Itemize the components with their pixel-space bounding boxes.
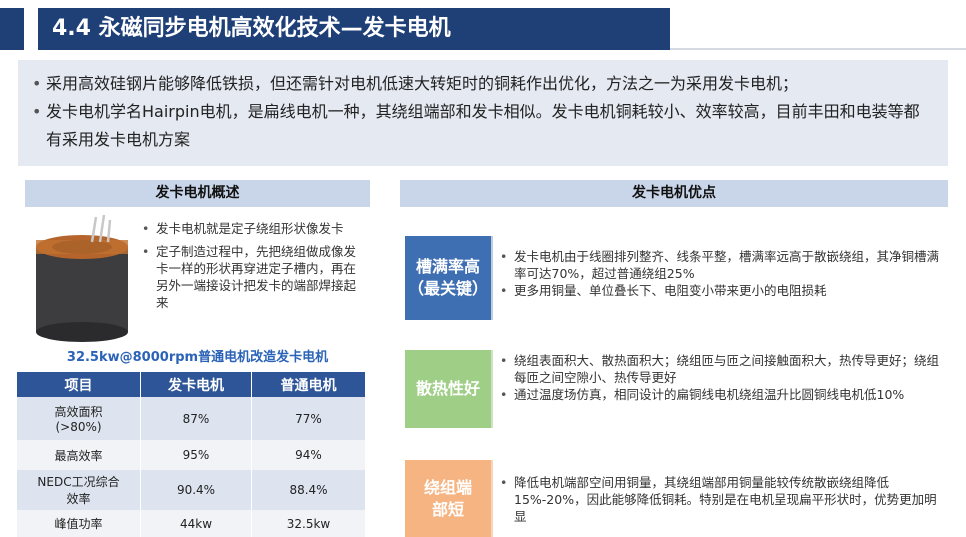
advantage-label: 绕组端 部短 [405, 460, 491, 537]
table-row: 高效面积 (>80%) 87% 77% [17, 397, 365, 440]
advantage-point: 降低电机端部空间用铜量，其绕组端部用铜量能较传统散嵌绕组降低15%-20%，因此… [500, 474, 940, 525]
column-header: 项目 [64, 377, 93, 394]
divider [491, 236, 493, 320]
table-row: 峰值功率 44kw 32.5kw [17, 510, 365, 537]
table-caption: 32.5kw@8000rpm普通电机改造发卡电机 [66, 350, 329, 365]
column-header: 普通电机 [251, 372, 365, 397]
overview-heading: 发卡电机概述 [25, 180, 370, 207]
table-cell: 95% [140, 440, 252, 470]
advantage-points: 绕组表面积大、散热面积大；绕组匝与匝之间接触面积大，热传导更好；绕组每匝之间空隙… [500, 352, 940, 403]
overview-point: 定子制造过程中，先把绕组做成像发卡一样的形状再穿进定子槽内，再在另外一端接设计把… [142, 243, 364, 311]
table-cell: 32.5kw [251, 510, 365, 537]
table-row: NEDC工况综合 效率 90.4% 88.4% [17, 470, 365, 510]
divider [491, 460, 493, 537]
table-cell: 最高效率 [54, 448, 103, 463]
table-cell: 94% [251, 440, 365, 470]
overview-list: 发卡电机就是定子绕组形状像发卡 定子制造过程中，先把绕组做成像发卡一样的形状再穿… [142, 220, 364, 311]
advantage-point: 更多用铜量、单位叠长下、电阻变小带来更小的电阻损耗 [500, 282, 940, 299]
advantage-point: 绕组表面积大、散热面积大；绕组匝与匝之间接触面积大，热传导更好；绕组每匝之间空隙… [500, 352, 940, 386]
title-rule [670, 48, 966, 50]
spec-table: 项目 发卡电机 普通电机 高效面积 (>80%) 87% 77% 最高效率 95% 94… [17, 372, 365, 537]
advantage-point: 发卡电机由于线圈排列整齐、线条平整，槽满率远高于散嵌绕组，其净铜槽满率可达70%… [500, 248, 940, 282]
table-cell: 峰值功率 [54, 517, 103, 531]
intro-point: 采用高效硅钢片能够降低铁损，但还需针对电机低速大转矩时的铜耗作出优化，方法之一为… [32, 70, 934, 98]
stator-image [36, 214, 128, 342]
overview-point: 发卡电机就是定子绕组形状像发卡 [142, 220, 364, 237]
table-cell: 高效面积 (>80%) [54, 405, 103, 434]
column-header: 发卡电机 [140, 372, 252, 397]
table-cell: 88.4% [251, 470, 365, 510]
slide-title: 4.4 永磁同步电机高效化技术—发卡电机 [38, 8, 670, 50]
advantage-point: 通过温度场仿真，相同设计的扁铜线电机绕组温升比圆铜线电机低10% [500, 386, 940, 403]
divider [491, 350, 493, 428]
table-cell: 90.4% [140, 470, 252, 510]
intro-box: 采用高效硅钢片能够降低铁损，但还需针对电机低速大转矩时的铜耗作出优化，方法之一为… [18, 60, 948, 166]
advantage-points: 降低电机端部空间用铜量，其绕组端部用铜量能较传统散嵌绕组降低15%-20%，因此… [500, 474, 940, 525]
advantage-points: 发卡电机由于线圈排列整齐、线条平整，槽满率远高于散嵌绕组，其净铜槽满率可达70%… [500, 248, 940, 299]
table-cell: 77% [251, 397, 365, 440]
table-header: 项目 发卡电机 普通电机 [17, 372, 365, 397]
table-row: 最高效率 95% 94% [17, 440, 365, 470]
title-marker [0, 8, 24, 50]
table-cell: 87% [140, 397, 252, 440]
intro-point: 发卡电机学名Hairpin电机，是扁线电机一种，其绕组端部和发卡相似。发卡电机铜… [32, 98, 934, 154]
advantages-heading: 发卡电机优点 [400, 180, 948, 207]
table-cell: NEDC工况综合 效率 [37, 475, 120, 506]
table-cell: 44kw [140, 510, 252, 537]
advantage-label: 槽满率高 （最关键） [405, 236, 491, 320]
advantage-label: 散热性好 [405, 350, 491, 428]
intro-list: 采用高效硅钢片能够降低铁损，但还需针对电机低速大转矩时的铜耗作出优化，方法之一为… [32, 70, 934, 154]
